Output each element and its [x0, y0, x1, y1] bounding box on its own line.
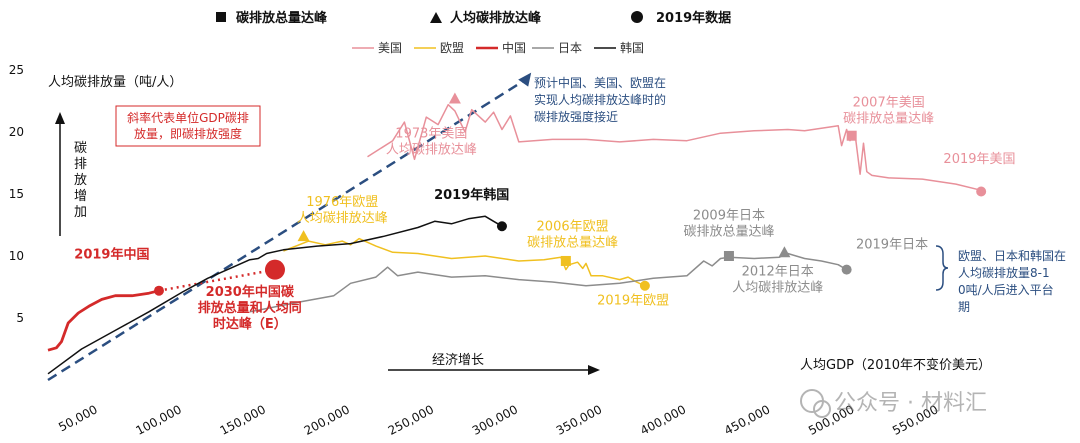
marker-circle-2: [976, 186, 987, 197]
marker-label-7: 2012年日本人均碳排放达峰: [732, 264, 823, 295]
projection-lines: 预计中国、美国、欧盟在实现人均碳排放达峰时的碳排放强度接近: [47, 72, 666, 382]
marker-triangle-0: [448, 92, 461, 104]
x-tick-label-200000: 200,000: [302, 402, 352, 438]
marker-label-5: 2019年欧盟: [597, 293, 669, 308]
wechat-icon-inner: [813, 400, 831, 418]
marker-label-4: 2006年欧盟碳排放总量达峰: [527, 220, 618, 251]
marker-label-3: 1976年欧盟人均碳排放达峰: [297, 195, 388, 226]
legend-triangle-label: 人均碳排放达峰: [450, 10, 542, 26]
projection-arrowhead: [518, 72, 532, 87]
y-tick-label-20: 20: [9, 125, 24, 139]
y-tick-label-5: 5: [16, 311, 24, 325]
series-line-1: [283, 237, 646, 287]
marker-label-2: 2019年美国: [943, 152, 1015, 167]
marker-label-1: 2007年美国碳排放总量达峰: [843, 96, 934, 127]
legend-label-jp: 日本: [558, 41, 582, 55]
marker-circle-10: [153, 285, 164, 296]
legend-label-cn: 中国: [502, 40, 526, 55]
economic-growth-label: 经济增长: [432, 353, 484, 368]
series-line-0: [367, 103, 982, 192]
marker-label-6: 2009年日本碳排放总量达峰: [683, 208, 774, 239]
x-tick-label-100000: 100,000: [134, 402, 184, 438]
projection-dashed-line: [47, 77, 528, 382]
legend-triangle-icon: [430, 12, 442, 23]
carbon-increase-label: 碳排放增加: [74, 141, 87, 220]
x-tick-label-300000: 300,000: [470, 402, 520, 438]
marker-square-4: [560, 255, 571, 266]
slope-note: 斜率代表单位GDP碳排放量，即碳排放强度: [127, 110, 249, 141]
marker-square-1: [846, 130, 857, 141]
x-tick-label-350000: 350,000: [554, 402, 604, 438]
marker-triangle-3: [297, 230, 310, 242]
plateau-bracket: [935, 245, 949, 291]
watermark-text: 公众号 · 材料汇: [834, 391, 987, 416]
marker-triangle-7: [778, 246, 791, 258]
economic-growth-arrow: [388, 365, 600, 375]
projection-label: 预计中国、美国、欧盟在实现人均碳排放达峰时的碳排放强度接近: [534, 75, 666, 124]
plateau-note: 欧盟、日本和韩国在人均碳排放量8-1 0吨/人后进入平台期: [958, 248, 1066, 314]
marker-circle-large-11: [264, 259, 285, 280]
x-tick-label-250000: 250,000: [386, 402, 436, 438]
slope-note-box: [115, 105, 261, 147]
marker-label-9: 2019年韩国: [434, 187, 509, 203]
watermark: 公众号 · 材料汇: [800, 389, 987, 418]
y-tick-label-10: 10: [9, 249, 24, 263]
marker-square-6: [723, 251, 734, 261]
y-tick-label-25: 25: [9, 63, 24, 77]
y-tick-label-15: 15: [9, 187, 24, 201]
legend-circle-icon: [631, 11, 643, 23]
legend-square-label: 碳排放总量达峰: [236, 10, 328, 26]
x-tick-label-450000: 450,000: [722, 402, 772, 438]
x-tick-label-150000: 150,000: [218, 402, 268, 438]
marker-label-10: 2019年中国: [74, 246, 149, 262]
marker-circle-9: [496, 221, 507, 232]
marker-label-0: 1973年美国人均碳排放达峰: [386, 127, 477, 158]
x-tick-label-400000: 400,000: [638, 402, 688, 438]
x-ticks: 50,000 100,000 150,000 200,000 250,000 300,00…: [56, 402, 940, 438]
marker-circle-8: [841, 264, 852, 275]
legend-label-us: 美国: [378, 41, 402, 55]
carbon-increase-arrow: [55, 112, 65, 236]
y-axis-title: 人均碳排放量（吨/人）: [48, 75, 182, 90]
series-legend: 美国 欧盟 中国 日本 韩国: [352, 40, 644, 55]
series-line-2: [47, 289, 160, 352]
legend-square-icon: [216, 12, 226, 22]
marker-label-11: 2030年中国碳排放总量和人均同时达峰（E）: [198, 284, 302, 332]
x-tick-label-50000: 50,000: [56, 402, 100, 434]
y-ticks: 5 10 15 20 25: [9, 63, 24, 325]
x-axis-title: 人均GDP（2010年不变价美元）: [800, 357, 991, 373]
marker-circle-5: [639, 280, 650, 291]
chart-markers: 1973年美国人均碳排放达峰 2007年美国碳排放总量达峰 2019年美国 1976年…: [74, 92, 1016, 332]
series-line-4: [47, 215, 503, 375]
legend-label-kr: 韩国: [620, 40, 644, 55]
legend-circle-label: 2019年数据: [656, 10, 731, 26]
legend-label-eu: 欧盟: [440, 41, 464, 55]
marker-label-8: 2019年日本: [856, 238, 928, 253]
marker-legend: 碳排放总量达峰 人均碳排放达峰 2019年数据: [216, 10, 731, 26]
china-projection-dotted-line: [158, 268, 276, 292]
